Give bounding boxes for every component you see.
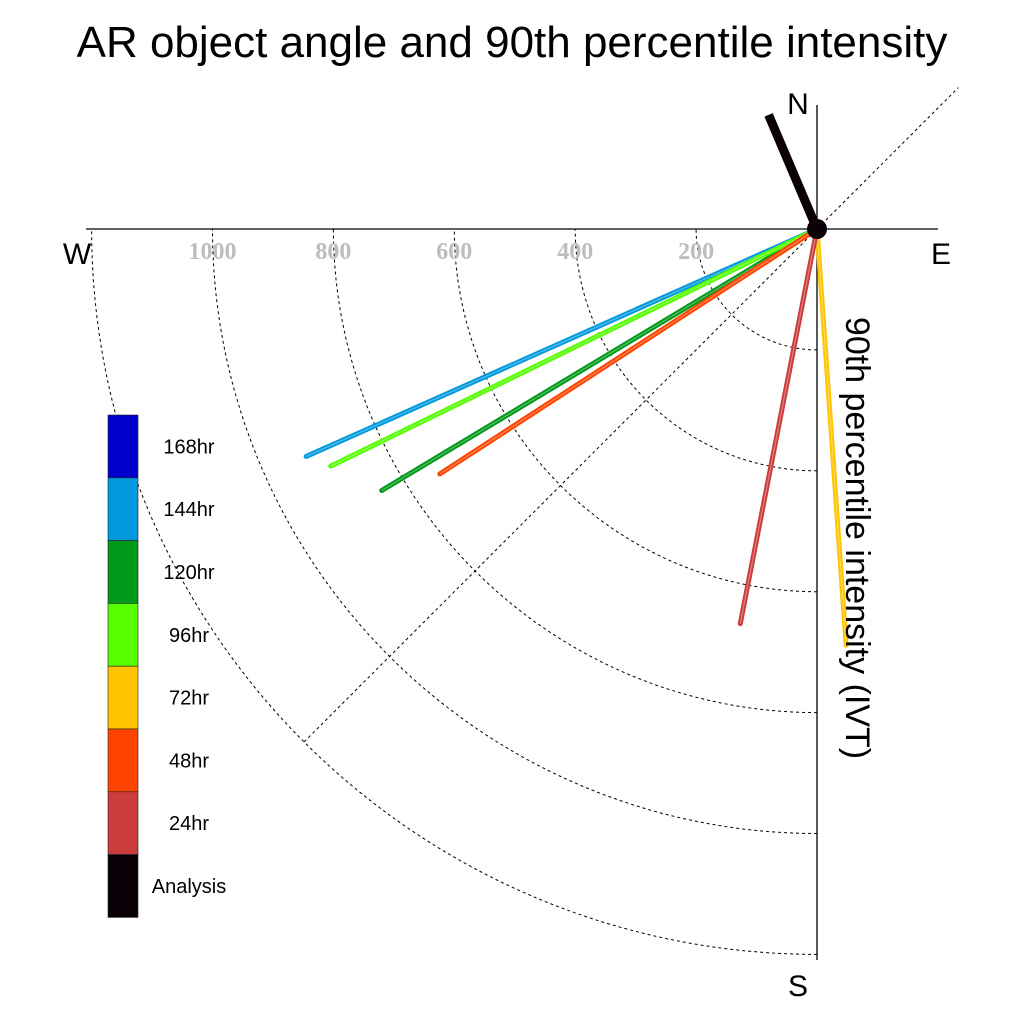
- legend-swatch-144hr: [107, 477, 139, 541]
- tick-label-600: 600: [436, 239, 472, 265]
- tick-label-200: 200: [678, 239, 714, 265]
- vector-120hr: [379, 226, 820, 494]
- vector-48hr: [437, 226, 820, 477]
- legend-label-48hr: 48hr: [169, 750, 209, 772]
- compass-south-label: S: [788, 970, 808, 1003]
- vector-highlight-72hr: [816, 228, 847, 646]
- intensity-vectors: [303, 113, 849, 648]
- vector-highlight-120hr: [381, 228, 818, 492]
- tick-label-1000: 1000: [189, 239, 237, 265]
- legend-swatch-72hr: [107, 665, 139, 730]
- vector-highlight-144hr: [305, 228, 818, 457]
- colorbar-legend: 168hr 144hr 120hr 96hr 72hr 48hr 24hr Analysis: [107, 414, 226, 918]
- legend-label-144hr: 144hr: [163, 499, 214, 521]
- polar-grid: [91, 87, 959, 955]
- legend-label-168hr: 168hr: [163, 436, 214, 458]
- legend-label-72hr: 72hr: [169, 688, 209, 710]
- legend-swatch-analysis: [107, 854, 139, 918]
- vector-144hr: [303, 226, 820, 459]
- grid-ring-400: [574, 228, 818, 472]
- legend-label-96hr: 96hr: [169, 625, 209, 647]
- legend-label-24hr: 24hr: [169, 813, 209, 835]
- legend-swatch-96hr: [107, 603, 139, 667]
- legend-swatch-168hr: [107, 414, 139, 479]
- radial-tick-labels: 200 400 600 800 1000: [189, 239, 715, 265]
- compass-north-label: N: [787, 88, 809, 121]
- y-axis-label: 90th percentile intensity (IVT): [838, 317, 876, 759]
- grid-diagonal: [303, 87, 959, 743]
- vector-24hr: [737, 226, 820, 627]
- legend-label-120hr: 120hr: [163, 562, 214, 584]
- vector-highlight-48hr: [439, 228, 818, 475]
- chart-title: AR object angle and 90th percentile inte…: [77, 18, 948, 67]
- legend-swatch-120hr: [107, 540, 139, 604]
- tick-label-400: 400: [557, 239, 593, 265]
- origin-point: [807, 219, 827, 239]
- legend-swatch-24hr: [107, 791, 139, 855]
- compass-west-label: W: [63, 238, 92, 271]
- grid-ring-1200: [91, 228, 818, 955]
- vector-analysis: [764, 113, 822, 231]
- tick-label-800: 800: [315, 239, 351, 265]
- legend-swatch-48hr: [107, 728, 139, 793]
- legend-label-analysis: Analysis: [152, 876, 226, 898]
- vector-highlight-96hr: [330, 228, 818, 467]
- vector-highlight-24hr: [739, 228, 818, 624]
- compass-east-label: E: [931, 238, 951, 271]
- vector-72hr: [814, 226, 849, 648]
- vector-96hr: [328, 226, 820, 469]
